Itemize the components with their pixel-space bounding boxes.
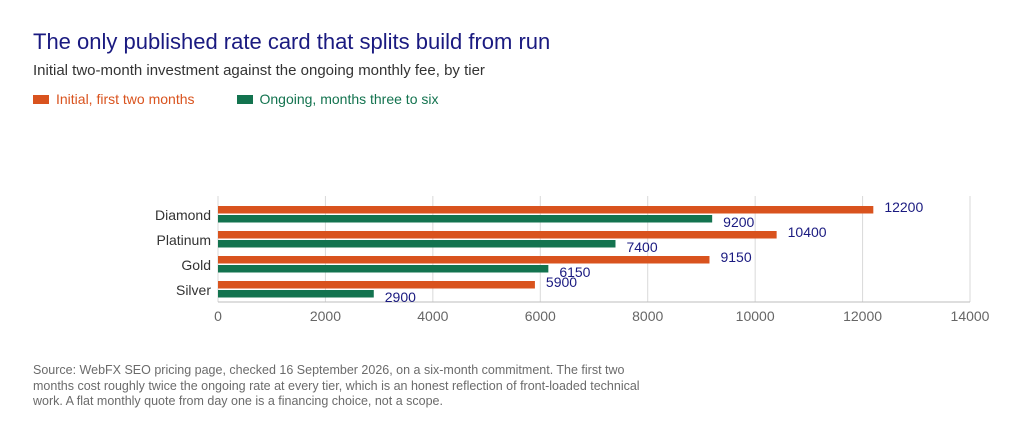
data-label: 6150 <box>559 264 590 280</box>
x-tick-label: 2000 <box>310 308 341 324</box>
x-tick-label: 14000 <box>951 308 990 324</box>
data-label: 9200 <box>723 214 754 230</box>
data-label: 7400 <box>626 239 657 255</box>
legend-item-ongoing: Ongoing, months three to six <box>236 91 439 107</box>
x-tick-label: 12000 <box>843 308 882 324</box>
legend-item-initial: Initial, first two months <box>33 91 195 107</box>
x-tick-label: 0 <box>214 308 222 324</box>
x-tick-label: 8000 <box>632 308 663 324</box>
legend-swatch-initial <box>33 94 49 104</box>
category-label: Gold <box>181 257 211 273</box>
legend-label-initial: Initial, first two months <box>56 91 195 107</box>
category-label: Platinum <box>157 232 211 248</box>
bar <box>218 215 713 223</box>
grid-lines <box>217 196 971 303</box>
x-tick-label: 10000 <box>736 308 775 324</box>
chart-subtitle: Initial two-month investment against the… <box>33 62 485 79</box>
chart-legend: Initial, first two months Ongoing, month… <box>33 91 481 107</box>
data-label: 10400 <box>788 224 827 240</box>
category-label: Diamond <box>155 207 211 223</box>
bar <box>218 256 710 264</box>
legend-swatch-ongoing <box>236 94 253 104</box>
source-note: Source: WebFX SEO pricing page, checked … <box>33 363 640 408</box>
legend-label-ongoing: Ongoing, months three to six <box>259 91 439 107</box>
chart-title: The only published rate card that splits… <box>33 29 551 54</box>
bars <box>218 206 874 298</box>
bar <box>218 281 535 289</box>
data-label: 2900 <box>385 289 416 305</box>
bar <box>218 290 374 298</box>
bar <box>218 265 549 273</box>
data-label: 9150 <box>720 249 751 265</box>
bar <box>218 240 616 248</box>
bar <box>218 231 777 239</box>
data-label: 12200 <box>884 199 923 215</box>
bar <box>218 206 874 214</box>
labels: 0 2000 4000 6000 8000 10000 12000 14000 Diamond 1… <box>155 199 990 324</box>
data-label: 5900 <box>546 274 577 290</box>
category-label: Silver <box>176 282 211 298</box>
x-tick-label: 4000 <box>417 308 448 324</box>
x-tick-label: 6000 <box>525 308 556 324</box>
